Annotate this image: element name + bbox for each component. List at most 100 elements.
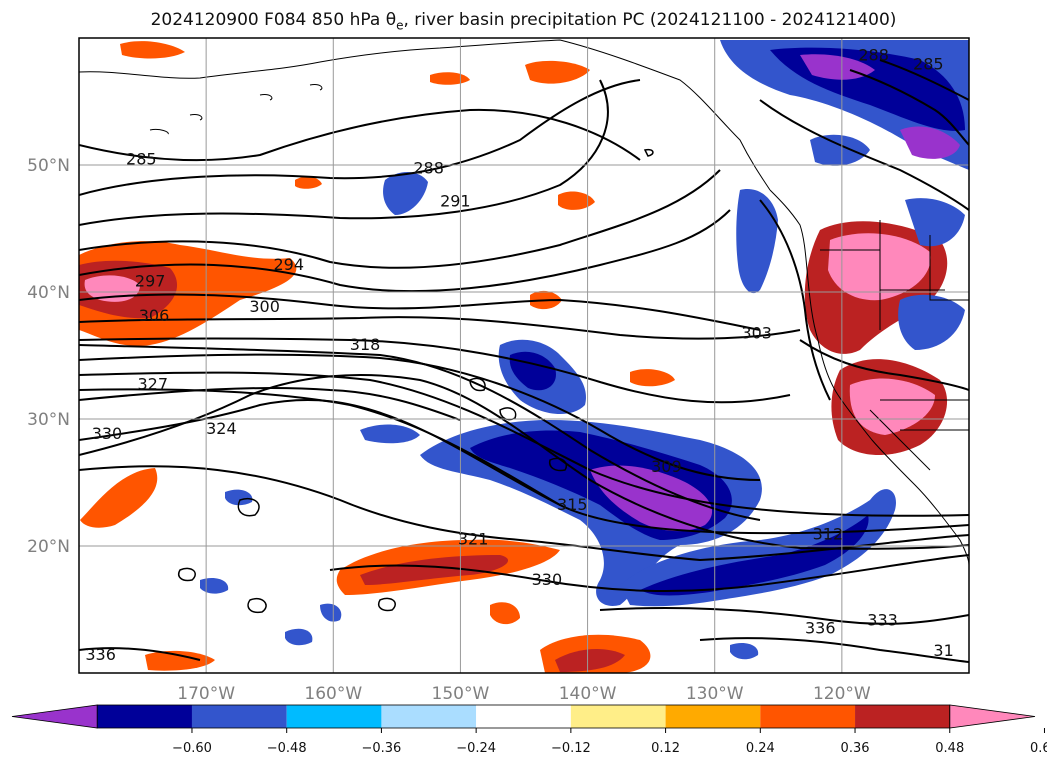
coastlines [79, 39, 969, 566]
aleutian-islands [149, 84, 323, 135]
contour-label: 336 [85, 645, 116, 664]
contour-309 [79, 353, 761, 481]
contour-300 [79, 293, 761, 331]
colorbar-outline [96, 704, 951, 729]
contour-island [643, 148, 654, 157]
precip-anomaly-positive [295, 176, 322, 189]
map-frame [78, 37, 970, 674]
contour-small [499, 407, 517, 421]
contour-label: 297 [135, 272, 166, 291]
contour-294 [79, 169, 721, 269]
contour-label: 288 [413, 159, 444, 178]
contour-315 [79, 388, 969, 535]
lon-tick-label: 130°W [686, 684, 744, 704]
colorbar-tick-label: 0.36 [841, 741, 870, 756]
colorbar-tick-label: −0.12 [551, 741, 591, 756]
colorbar-tick-label: −0.24 [456, 741, 496, 756]
contour-small [178, 567, 196, 582]
colorbar-extend-min [11, 704, 98, 729]
precip-anomaly-negative [898, 294, 965, 350]
contour-coast [759, 199, 831, 401]
lat-tick-label: 40°N [27, 283, 70, 303]
gridlines [79, 38, 969, 673]
precip-anomaly-negative [800, 54, 875, 80]
contour-label: 318 [350, 335, 381, 354]
colorbar: −0.60 −0.48 −0.36 −0.24 −0.12 0.12 0.24 0.36 0.4… [11, 704, 1047, 756]
lon-tick-label: 150°W [432, 684, 490, 704]
colorbar-tick-label: 0.48 [935, 741, 964, 756]
contour-312 [79, 371, 969, 517]
plot-title: 2024120900 F084 850 hPa θe, river basin … [150, 10, 897, 33]
contour-label: 315 [557, 495, 588, 514]
colorbar-segment [381, 705, 477, 728]
precip-anomaly-negative [640, 515, 869, 596]
contour-label: 31 [933, 641, 953, 660]
colorbar-tick-label: −0.36 [361, 741, 401, 756]
contour-label: 324 [206, 419, 237, 438]
precip-anomaly-positive [555, 648, 625, 672]
contour-333 [599, 607, 969, 625]
precip-anomaly-negative [285, 628, 313, 646]
contour-small [378, 597, 396, 612]
precip-anomaly-negative [360, 424, 420, 444]
colorbar-extend-max [949, 704, 1036, 729]
colorbar-tick-label: 0.60 [1030, 741, 1047, 756]
precip-anomaly-positive [525, 60, 590, 84]
contour-label: 333 [867, 611, 898, 630]
precip-anomaly-negative [730, 643, 759, 660]
precip-anomaly-negative [905, 198, 965, 247]
precip-anomaly-negative [320, 603, 342, 622]
colorbar-segment [760, 705, 856, 728]
colorbar-segment [191, 705, 287, 728]
contour-coast2 [799, 339, 969, 391]
contour-small [247, 598, 267, 614]
contour-label: 336 [805, 618, 836, 637]
precip-anomaly-negative [200, 578, 229, 594]
state-borders [820, 220, 969, 330]
colorbar-tick-label: −0.48 [267, 741, 307, 756]
precip-anomaly-positive [868, 389, 910, 417]
contour-label: 321 [458, 529, 489, 548]
contour-330 [79, 374, 969, 550]
colorbar-segment [286, 705, 382, 728]
contour-321 [79, 465, 969, 562]
contour-306 [79, 337, 791, 404]
precip-anomaly-negative [900, 126, 960, 159]
lon-tick-label: 160°W [304, 684, 362, 704]
contour-324 [79, 399, 561, 506]
lon-tick-label: 140°W [559, 684, 617, 704]
contour-label: 309 [651, 457, 682, 476]
contour-label: 306 [139, 306, 170, 325]
contour-label: 285 [913, 54, 944, 73]
contour-label: 288 [858, 46, 889, 65]
theta-e-contours [79, 59, 969, 663]
precip-anomaly-positive [360, 555, 509, 585]
contour-small [237, 498, 260, 517]
lat-tick-label: 20°N [27, 537, 70, 557]
precip-anomaly-positive [630, 369, 675, 387]
contour-label: 291 [440, 192, 471, 211]
contour-label: 312 [813, 524, 844, 543]
contour-303 [79, 316, 801, 340]
precip-anomaly-negative [810, 134, 870, 166]
colorbar-tick-label: 0.12 [651, 741, 680, 756]
lon-tick-label: 170°W [177, 684, 235, 704]
colorbar-segment [97, 705, 192, 728]
contour-label: 327 [137, 374, 168, 393]
colorbar-tick-label: −0.60 [172, 741, 212, 756]
contour-288 [79, 79, 641, 196]
longitude-labels: 170°W 160°W 150°W 140°W 130°W 120°W [177, 684, 871, 704]
contour-318 [79, 344, 761, 521]
precip-anomaly-positive [80, 468, 158, 528]
precip-anomaly-positive [558, 191, 595, 210]
colorbar-segment [855, 705, 950, 728]
contour-label: 285 [126, 150, 157, 169]
contour-297 [79, 209, 731, 293]
contour-label: 294 [274, 255, 305, 274]
contour-285 [79, 108, 641, 162]
latitude-labels: 20°N 30°N 40°N 50°N [27, 156, 70, 557]
contour-291 [79, 79, 609, 226]
contour-label: 300 [249, 297, 280, 316]
colorbar-tick-label: 0.24 [746, 741, 775, 756]
